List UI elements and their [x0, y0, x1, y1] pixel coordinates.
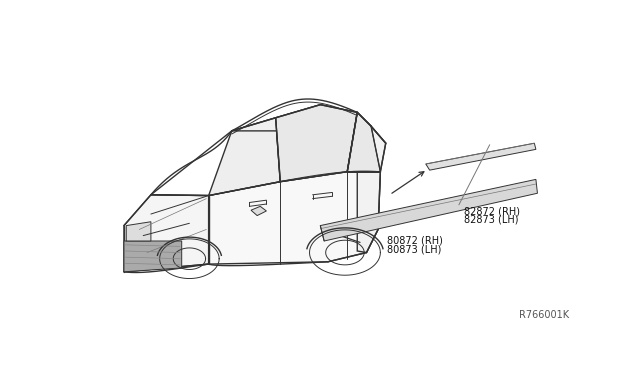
Polygon shape [232, 105, 371, 131]
Polygon shape [124, 241, 182, 272]
Polygon shape [276, 105, 357, 182]
Polygon shape [209, 172, 380, 264]
Polygon shape [209, 118, 280, 196]
Text: R766001K: R766001K [519, 310, 569, 320]
Text: 82872 (RH): 82872 (RH) [463, 206, 520, 217]
Polygon shape [348, 112, 380, 172]
Polygon shape [320, 179, 538, 241]
Text: 80873 (LH): 80873 (LH) [387, 244, 441, 254]
Polygon shape [124, 195, 209, 272]
Polygon shape [251, 206, 266, 216]
Polygon shape [357, 112, 386, 253]
Polygon shape [126, 222, 151, 241]
Polygon shape [426, 143, 536, 170]
Text: 80872 (RH): 80872 (RH) [387, 235, 442, 246]
Text: 82873 (LH): 82873 (LH) [463, 215, 518, 225]
Polygon shape [124, 100, 386, 272]
